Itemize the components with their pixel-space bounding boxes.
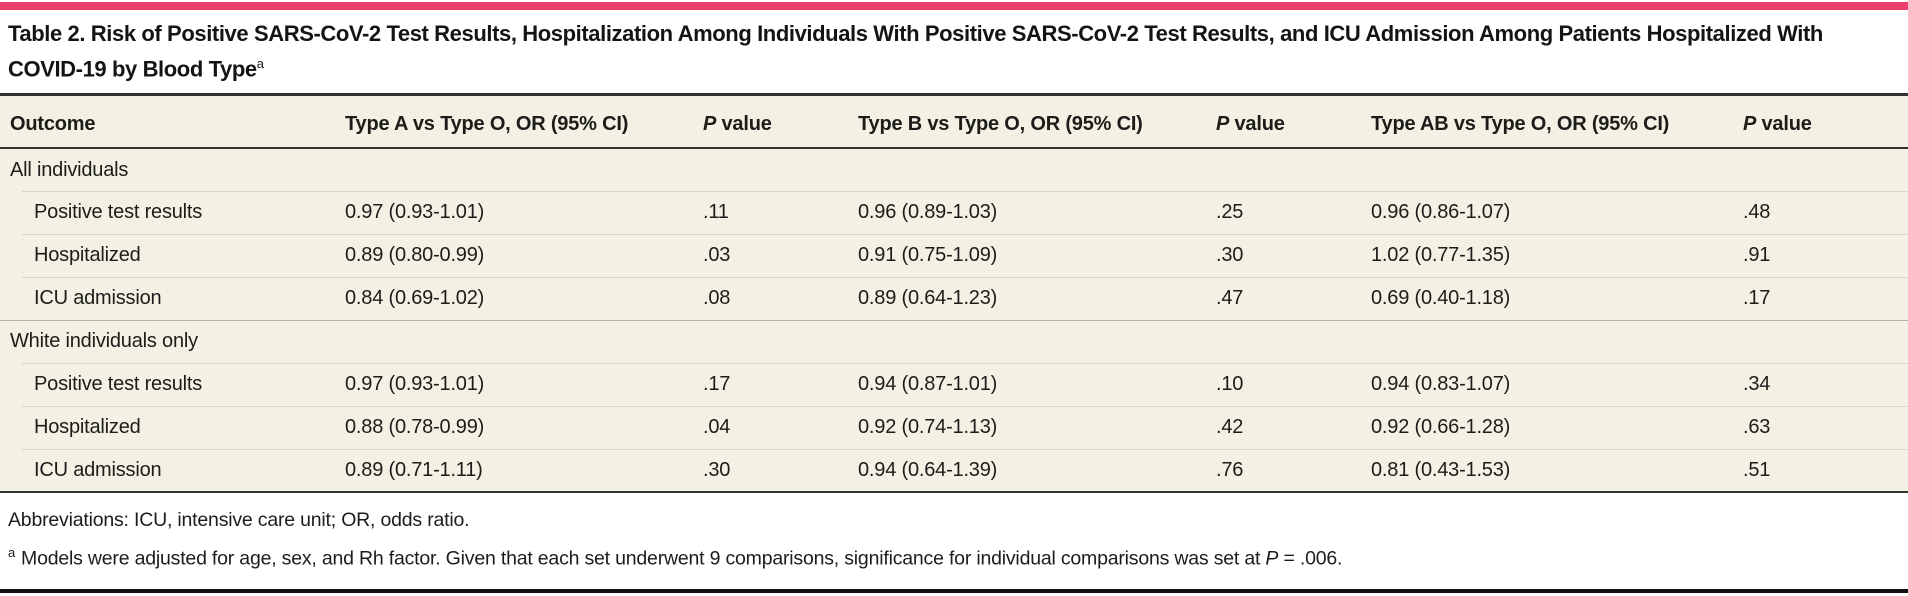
table-row: Hospitalized 0.89 (0.80-0.99) .03 0.91 (… <box>0 233 1908 278</box>
p-value-cell: .76 <box>1216 448 1371 493</box>
table-row: Positive test results 0.97 (0.93-1.01) .… <box>0 362 1908 407</box>
or-cell: 0.94 (0.64-1.39) <box>858 448 1216 493</box>
outcome-cell: Positive test results <box>0 191 345 235</box>
or-cell: 0.94 (0.83-1.07) <box>1371 362 1743 407</box>
table-row: ICU admission 0.84 (0.69-1.02) .08 0.89 … <box>0 276 1908 321</box>
or-cell: 0.89 (0.64-1.23) <box>858 276 1216 321</box>
or-cell: 0.89 (0.80-0.99) <box>345 233 703 278</box>
table-row: ICU admission 0.89 (0.71-1.11) .30 0.94 … <box>0 448 1908 493</box>
column-header-type-ab: Type AB vs Type O, OR (95% CI) <box>1371 94 1743 150</box>
footnote-text-after: = .006. <box>1278 547 1343 570</box>
p-value-cell: .30 <box>1216 233 1371 278</box>
or-cell: 0.81 (0.43-1.53) <box>1371 448 1743 493</box>
header-row: Outcome Type A vs Type O, OR (95% CI) P … <box>0 94 1908 150</box>
p-value-cell: .63 <box>1743 405 1908 450</box>
outcome-cell: ICU admission <box>0 277 345 321</box>
p-value-cell: .08 <box>703 276 858 321</box>
section-label: White individuals only <box>0 319 1908 364</box>
p-value-cell: .04 <box>703 405 858 450</box>
or-cell: 0.96 (0.89-1.03) <box>858 190 1216 235</box>
table-title: Table 2. Risk of Positive SARS-CoV-2 Tes… <box>0 10 1900 84</box>
p-value-cell: .91 <box>1743 233 1908 278</box>
column-header-p-value-2: P value <box>1216 94 1371 150</box>
section-row-white-individuals: White individuals only <box>0 319 1908 364</box>
p-value-cell: .03 <box>703 233 858 278</box>
p-value-cell: .51 <box>1743 448 1908 493</box>
outcome-cell: Hospitalized <box>0 234 345 278</box>
or-cell: 0.92 (0.74-1.13) <box>858 405 1216 450</box>
section-label: All individuals <box>10 158 129 181</box>
table-body: All individuals Positive test results 0.… <box>0 148 1908 493</box>
or-cell: 0.97 (0.93-1.01) <box>345 362 703 407</box>
p-value-cell: .30 <box>703 448 858 493</box>
table-header: Outcome Type A vs Type O, OR (95% CI) P … <box>0 94 1908 150</box>
column-header-type-b: Type B vs Type O, OR (95% CI) <box>858 94 1216 150</box>
or-cell: 1.02 (0.77-1.35) <box>1371 233 1743 278</box>
or-cell: 0.88 (0.78-0.99) <box>345 405 703 450</box>
column-header-p-value-3: P value <box>1743 94 1908 150</box>
title-footnote-marker: a <box>256 56 264 71</box>
p-value-cell: .48 <box>1743 190 1908 235</box>
or-cell: 0.89 (0.71-1.11) <box>345 448 703 493</box>
p-value-cell: .10 <box>1216 362 1371 407</box>
or-cell: 0.96 (0.86-1.07) <box>1371 190 1743 235</box>
p-value-cell: .17 <box>703 362 858 407</box>
p-value-cell: .47 <box>1216 276 1371 321</box>
p-value-cell: .11 <box>703 190 858 235</box>
results-table: Outcome Type A vs Type O, OR (95% CI) P … <box>0 93 1908 494</box>
or-cell: 0.69 (0.40-1.18) <box>1371 276 1743 321</box>
footnotes: Abbreviations: ICU, intensive care unit;… <box>0 509 1908 571</box>
p-value-cell: .34 <box>1743 362 1908 407</box>
footnote-p-symbol: P <box>1265 547 1279 570</box>
or-cell: 0.92 (0.66-1.28) <box>1371 405 1743 450</box>
p-value-cell: .42 <box>1216 405 1371 450</box>
bottom-rule <box>0 589 1908 593</box>
outcome-cell: Hospitalized <box>0 406 345 450</box>
table-title-text: Table 2. Risk of Positive SARS-CoV-2 Tes… <box>8 21 1823 82</box>
footnote-a: a Models were adjusted for age, sex, and … <box>8 545 1898 571</box>
table-row: Positive test results 0.97 (0.93-1.01) .… <box>0 190 1908 235</box>
footnote-text-before: Models were adjusted for age, sex, and R… <box>21 547 1266 570</box>
table-row: Hospitalized 0.88 (0.78-0.99) .04 0.92 (… <box>0 405 1908 450</box>
column-header-type-a: Type A vs Type O, OR (95% CI) <box>345 94 703 150</box>
or-cell: 0.97 (0.93-1.01) <box>345 190 703 235</box>
p-value-cell: .17 <box>1743 276 1908 321</box>
outcome-cell: Positive test results <box>0 363 345 407</box>
or-cell: 0.91 (0.75-1.09) <box>858 233 1216 278</box>
accent-bar <box>0 2 1908 10</box>
p-value-cell: .25 <box>1216 190 1371 235</box>
footnote-marker: a <box>8 545 16 561</box>
outcome-cell: ICU admission <box>0 449 345 493</box>
section-row-all-individuals: All individuals <box>0 148 1908 191</box>
column-header-outcome: Outcome <box>0 94 345 150</box>
abbreviations-note: Abbreviations: ICU, intensive care unit;… <box>8 509 470 532</box>
or-cell: 0.84 (0.69-1.02) <box>345 276 703 321</box>
column-header-p-value-1: P value <box>703 94 858 150</box>
or-cell: 0.94 (0.87-1.01) <box>858 362 1216 407</box>
